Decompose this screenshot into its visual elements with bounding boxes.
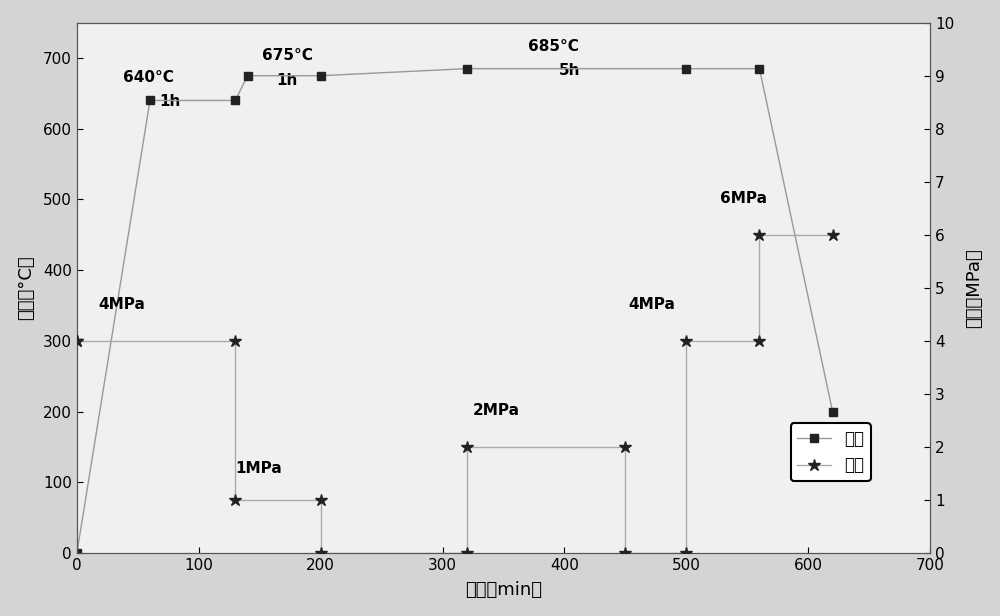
- Text: 4MPa: 4MPa: [628, 297, 675, 312]
- Text: 685°C: 685°C: [528, 39, 579, 54]
- Y-axis label: 温度（°C）: 温度（°C）: [17, 256, 35, 320]
- Text: 2MPa: 2MPa: [473, 403, 520, 418]
- Legend: 温度, 压力: 温度, 压力: [791, 423, 871, 481]
- Text: 675°C: 675°C: [262, 48, 313, 63]
- Text: 640°C: 640°C: [123, 70, 174, 85]
- Text: 4MPa: 4MPa: [99, 297, 146, 312]
- X-axis label: 时间（min）: 时间（min）: [465, 582, 542, 599]
- Y-axis label: 压力（MPa）: 压力（MPa）: [965, 248, 983, 328]
- Text: 6MPa: 6MPa: [720, 191, 767, 206]
- Text: 1MPa: 1MPa: [235, 461, 282, 476]
- Text: 1h: 1h: [160, 94, 181, 109]
- Text: 5h: 5h: [558, 63, 580, 78]
- Text: 1h: 1h: [277, 73, 298, 89]
